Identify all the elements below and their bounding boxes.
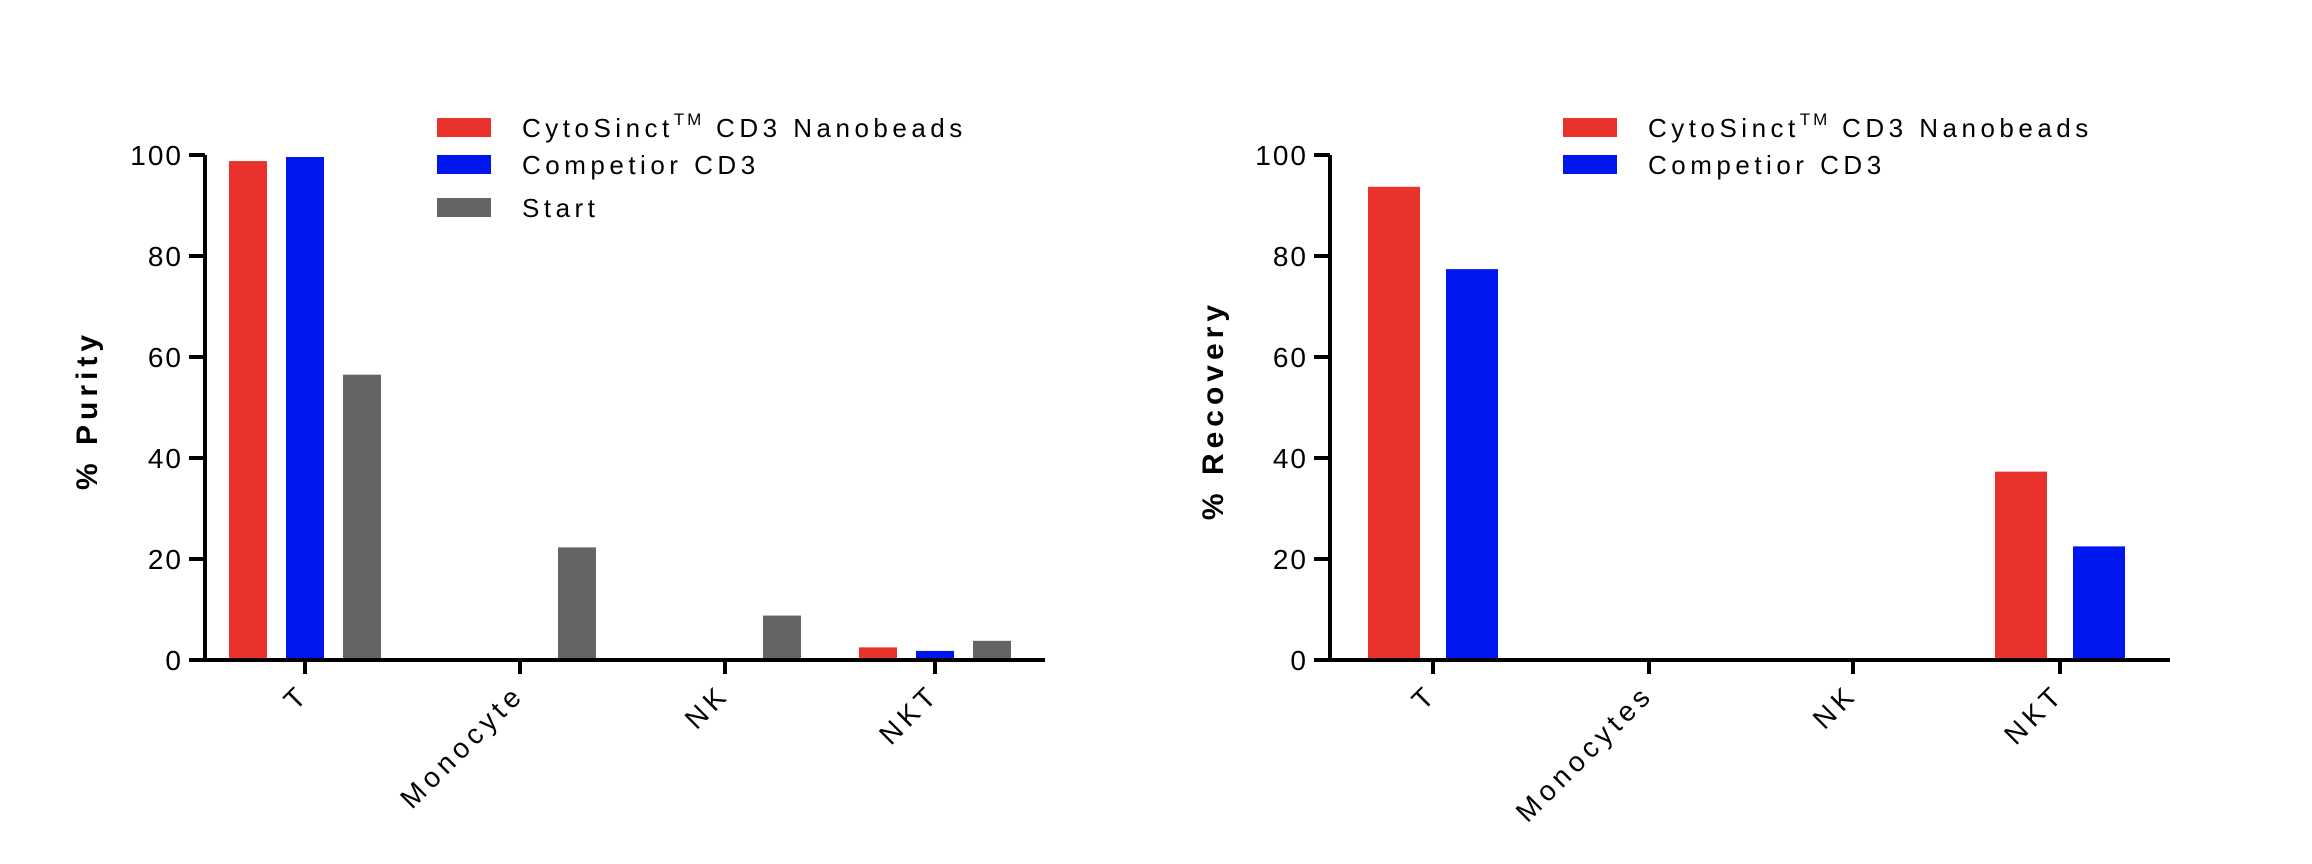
x-tick-label-nkt: NKT [1998,678,2070,750]
bar-nkt-series-3 [973,640,1011,660]
bar-nkt-series-1 [1995,471,2047,660]
legend-swatch-3 [437,198,491,217]
x-tick-label-monocyte: Monocyte [394,678,530,814]
legend-swatch-1 [437,118,491,137]
y-tick-label: 60 [148,342,183,373]
legend-swatch-1 [1563,118,1617,137]
y-tick-label: 20 [1273,544,1308,575]
legend-label-3: Start [522,193,599,223]
chart-1: 0 20 40 60 80 100 T Monocyte NK NKT % Purity CytoSi… [71,110,1045,814]
bar-t-series-2 [286,157,324,660]
y-tick-label: 100 [130,140,183,171]
legend-swatch-2 [1563,155,1617,174]
legend: CytoSinctTM CD3 Nanobeads Competior CD3 [1563,110,2093,180]
y-tick-label: 0 [1290,645,1308,676]
y-axis-title: % Recovery [1197,300,1230,520]
y-tick-label: 60 [1273,342,1308,373]
bar-nkt-series-1 [859,647,897,660]
y-tick-label: 0 [165,645,183,676]
legend-label-2: Competior CD3 [522,150,760,180]
y-tick-label: 80 [148,241,183,272]
legend-label-1: CytoSinctTM CD3 Nanobeads [522,110,967,143]
bar-nkt-series-2 [2073,546,2125,660]
y-axis-title: % Purity [71,330,104,490]
x-tick-label-t: T [1406,678,1444,716]
x-tick-label-t: T [278,678,316,716]
legend-label-1: CytoSinctTM CD3 Nanobeads [1648,110,2093,143]
bar-t-series-3 [343,374,381,660]
bar-nkt-series-2 [916,650,954,660]
y-tick-label: 80 [1273,241,1308,272]
x-tick-label-monocytes: Monocytes [1510,678,1659,827]
bar-t-series-1 [1368,186,1420,660]
x-tick-label-nk: NK [1807,678,1864,735]
legend-label-2: Competior CD3 [1648,150,1886,180]
chart-2: 0 20 40 60 80 100 T Monocytes NK NKT % Recovery Cyt… [1197,110,2170,828]
y-tick-label: 40 [148,443,183,474]
bar-t-series-1 [229,161,267,660]
y-tick-label: 20 [148,544,183,575]
x-tick-label-nk: NK [679,678,736,735]
bar-monocyte-series-3 [558,547,596,660]
bar-t-series-2 [1446,269,1498,660]
legend-swatch-2 [437,155,491,174]
y-tick-label: 100 [1255,140,1308,171]
bar-nk-series-3 [763,615,801,660]
x-tick-label-nkt: NKT [873,678,945,750]
legend: CytoSinctTM CD3 Nanobeads Competior CD3 St… [437,110,967,223]
y-tick-label: 40 [1273,443,1308,474]
